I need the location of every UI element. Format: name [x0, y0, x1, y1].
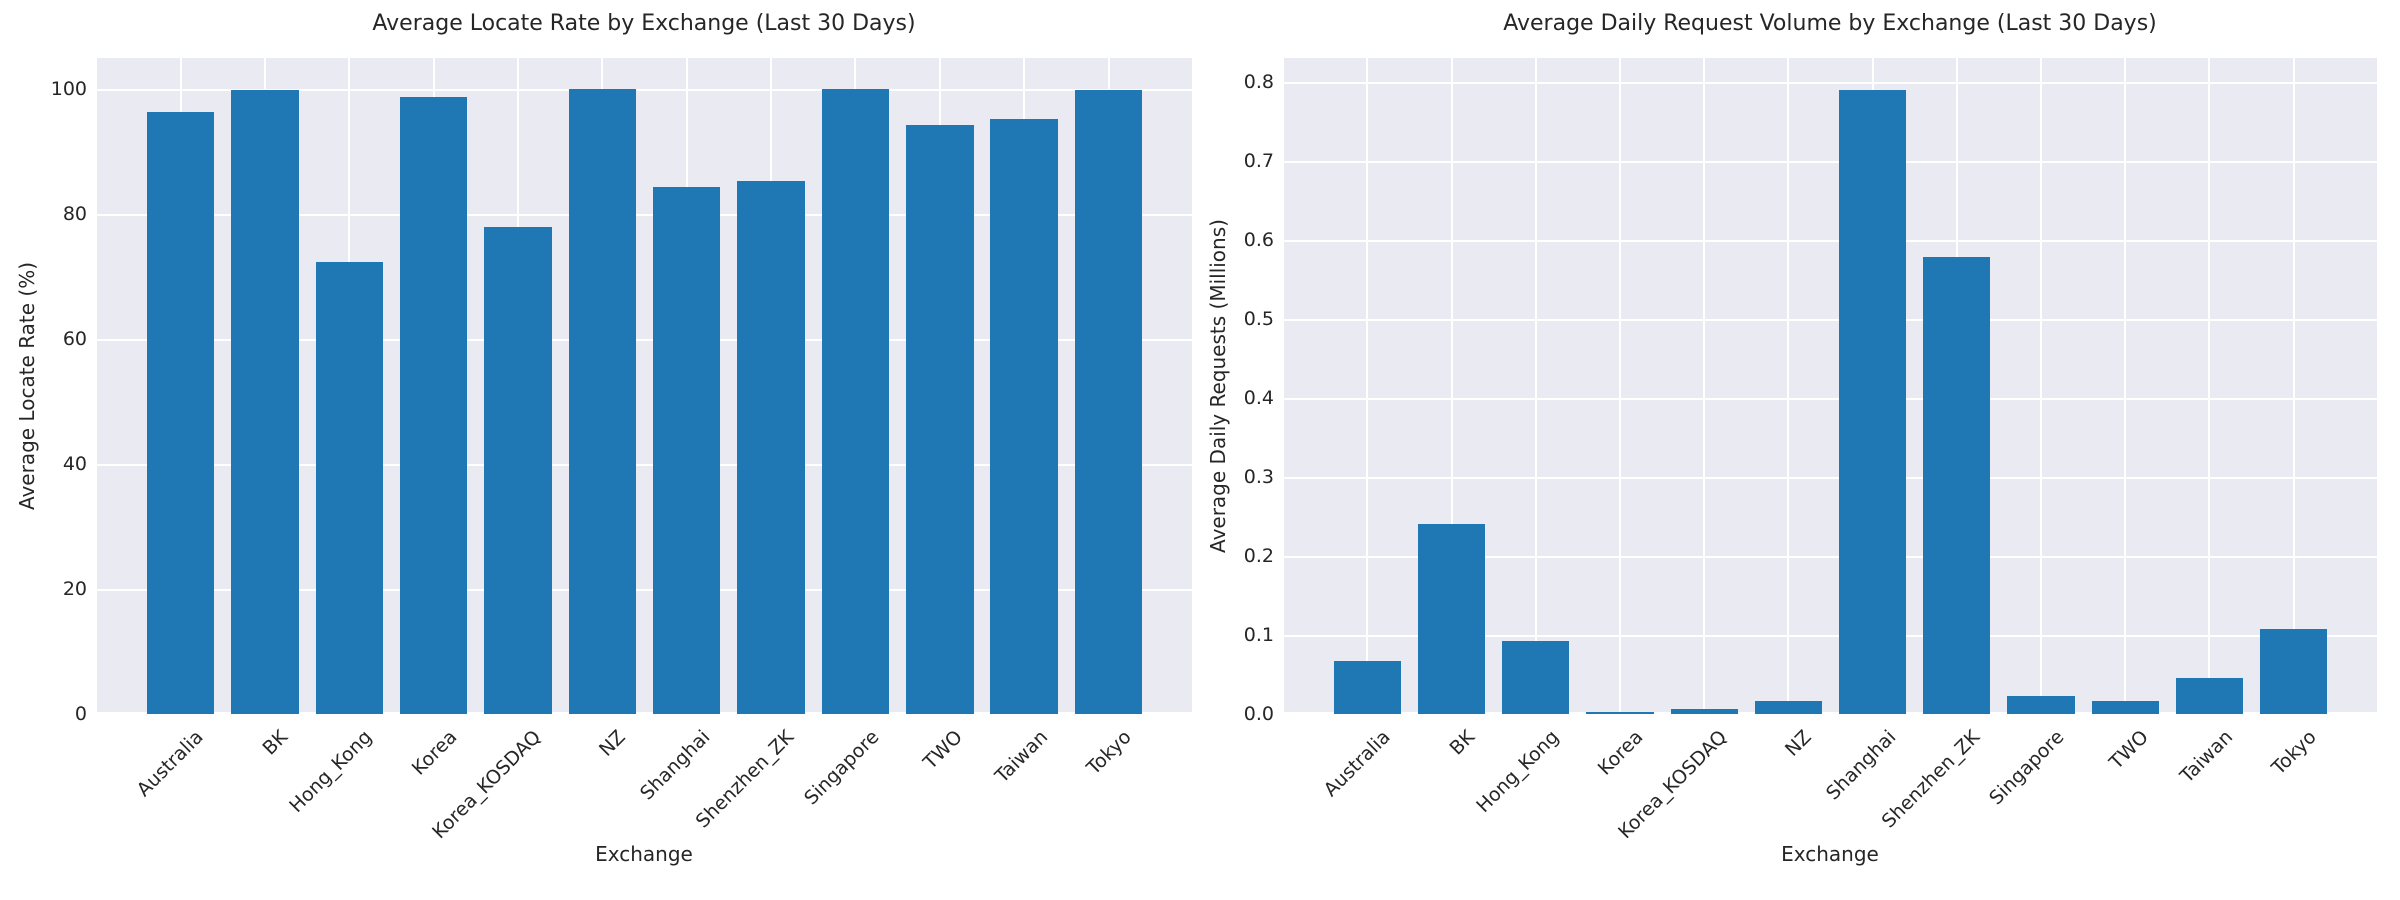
bar-TWO	[2091, 701, 2159, 714]
y-tick-label: 0.2	[1243, 544, 1274, 567]
x-tick-label: Taiwan	[990, 726, 1052, 788]
y-gridline	[97, 464, 1192, 467]
bar-Shenzhen_ZK	[737, 180, 805, 714]
bar-Singapore	[821, 89, 890, 714]
y-gridline	[1284, 160, 2377, 163]
y-tick-label: 40	[62, 453, 87, 476]
y-gridline	[97, 712, 1192, 714]
bar-Korea	[1586, 712, 1654, 714]
x-gridline	[1450, 58, 1453, 714]
y-tick-label: 80	[62, 203, 87, 226]
y-gridline	[97, 89, 1192, 92]
x-tick-label: Korea	[1593, 726, 1648, 780]
x-tick-label: BK	[258, 726, 293, 760]
bar-Taiwan	[2175, 677, 2244, 714]
x-gridline	[2124, 58, 2127, 714]
y-tick-label: 20	[62, 578, 87, 600]
bar-Shenzhen_ZK	[1923, 257, 1991, 714]
bar-Korea	[399, 96, 468, 714]
y-tick-label: 0	[74, 703, 87, 725]
x-tick-label: Shanghai	[635, 726, 715, 805]
x-tick-label: Tokyo	[2267, 726, 2322, 780]
x-tick-label: Taiwan	[2175, 726, 2237, 788]
y-tick-label: 100	[50, 78, 87, 101]
bar-Tokyo	[2260, 629, 2328, 714]
bar-BK	[231, 89, 299, 714]
y-gridline	[1284, 555, 2377, 558]
y-tick-label: 60	[62, 328, 87, 351]
y-gridline	[1284, 239, 2377, 242]
y-tick-label: 0.6	[1243, 228, 1274, 251]
bar-Singapore	[2007, 695, 2075, 714]
x-tick-label: Shanghai	[1821, 726, 1901, 805]
request-volume-plot-area	[1284, 58, 2377, 714]
x-tick-label: TWO	[2105, 726, 2153, 774]
bar-BK	[1417, 523, 1486, 714]
y-gridline	[1284, 476, 2377, 479]
y-gridline	[1284, 635, 2377, 637]
x-tick-label: TWO	[919, 726, 968, 774]
bar-Korea_KOSDAQ	[1670, 709, 1738, 714]
y-gridline	[97, 339, 1192, 342]
x-tick-label: Singapore	[799, 726, 883, 810]
bar-Australia	[146, 112, 215, 714]
y-tick-label: 0.7	[1243, 149, 1274, 172]
x-gridline	[1787, 58, 1790, 714]
y-tick-label: 0.1	[1243, 624, 1274, 646]
y-gridline	[97, 589, 1192, 591]
y-gridline	[1284, 81, 2377, 84]
y-gridline	[1284, 712, 2377, 714]
bar-Shanghai	[1838, 89, 1907, 714]
locate-rate-plot-area	[97, 58, 1192, 714]
y-tick-label: 0.5	[1243, 307, 1274, 330]
x-tick-label: Hong_Kong	[1472, 726, 1564, 818]
bar-Tokyo	[1074, 89, 1143, 714]
x-gridline	[1619, 58, 1621, 714]
x-tick-label: Singapore	[1985, 726, 2069, 810]
bar-Hong_Kong	[1502, 640, 1570, 714]
x-tick-label: BK	[1445, 726, 1480, 760]
x-tick-label: Australia	[133, 726, 209, 801]
x-gridline	[1366, 58, 1369, 714]
bar-Korea_KOSDAQ	[484, 226, 552, 714]
bar-Hong_Kong	[315, 261, 383, 714]
x-tick-label: NZ	[1781, 726, 1816, 761]
locate-rate-x-axis-label: Exchange	[595, 842, 693, 866]
x-tick-label: Australia	[1319, 726, 1395, 801]
bar-NZ	[1754, 700, 1823, 714]
y-tick-label: 0.4	[1243, 386, 1274, 409]
x-tick-label: Hong_Kong	[285, 726, 377, 818]
y-gridline	[97, 214, 1192, 217]
x-tick-label: Korea	[407, 726, 462, 780]
y-tick-label: 0.8	[1243, 70, 1274, 93]
locate-rate-chart-title: Average Locate Rate by Exchange (Last 30…	[372, 11, 916, 36]
y-gridline	[1284, 397, 2377, 400]
bar-NZ	[568, 89, 637, 714]
request-volume-x-axis-label: Exchange	[1781, 842, 1879, 866]
x-gridline	[1703, 58, 1706, 714]
request-volume-chart-title: Average Daily Request Volume by Exchange…	[1503, 11, 2157, 36]
bar-Australia	[1333, 661, 1402, 714]
y-gridline	[1284, 318, 2377, 321]
y-tick-label: 0.0	[1243, 703, 1274, 725]
bar-Taiwan	[990, 119, 1058, 714]
x-tick-label: Tokyo	[1082, 726, 1137, 780]
x-gridline	[2208, 58, 2211, 714]
x-gridline	[2292, 58, 2295, 714]
bar-Shanghai	[652, 186, 721, 714]
y-tick-label: 0.3	[1243, 465, 1274, 488]
x-gridline	[1534, 58, 1537, 714]
bar-TWO	[906, 124, 974, 714]
x-gridline	[2040, 58, 2042, 714]
x-tick-label: NZ	[595, 726, 630, 761]
